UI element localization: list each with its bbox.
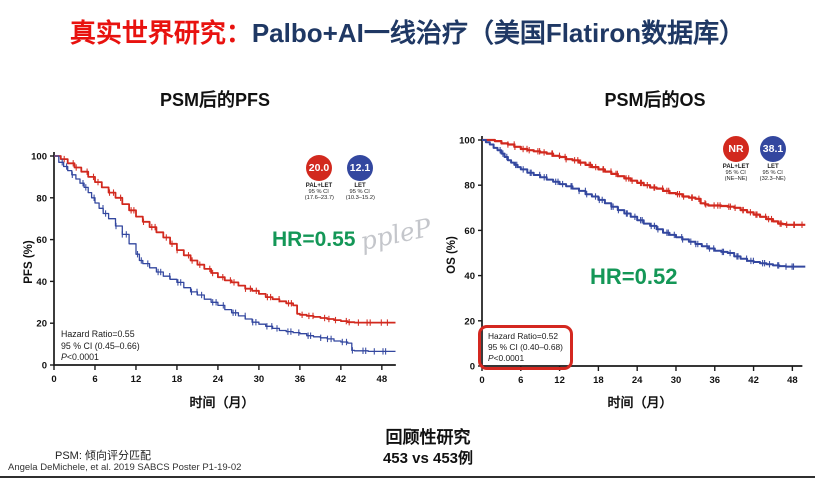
svg-text:40: 40 — [36, 277, 47, 288]
svg-text:30: 30 — [671, 375, 682, 386]
svg-text:24: 24 — [213, 374, 224, 385]
os-legend-let: 38.1 LET 95 % CI (32.3–NE) — [752, 136, 794, 182]
svg-text:30: 30 — [254, 374, 265, 385]
os-hazard-pvalue: P<0.0001 — [488, 353, 525, 363]
os-legend-let-ci: (32.3–NE) — [759, 176, 786, 182]
pfs-chart-title: PSM后的PFS — [159, 90, 270, 110]
pfs-y-axis-label: PFS (%) — [23, 240, 35, 284]
os-chart-title: PSM后的OS — [604, 90, 706, 110]
pfs-legend-pal-let: 20.0 PAL+LET 95 % CI (17.6–23.7) — [298, 155, 340, 201]
pfs-median-badge-pal-let: 20.0 — [306, 155, 332, 181]
svg-text:6: 6 — [518, 375, 523, 386]
svg-text:36: 36 — [709, 375, 720, 386]
svg-text:60: 60 — [464, 226, 475, 237]
os-legend-pal-let: NR PAL+LET 95 % CI (NE–NE) — [715, 136, 757, 182]
sample-size-label: 453 vs 453例 — [382, 450, 474, 467]
svg-text:42: 42 — [748, 375, 759, 386]
citation: Angela DeMichele, et al. 2019 SABCS Post… — [8, 462, 242, 473]
os-legend-let-name: LET — [767, 164, 779, 170]
os-hr-annotation: HR=0.52 — [590, 264, 678, 289]
os-legend-pal-let-ci: (NE–NE) — [724, 176, 748, 182]
svg-text:0: 0 — [51, 374, 56, 385]
pfs-legend-let-ci: (10.3–15.2) — [345, 195, 375, 201]
os-y-axis-label: OS (%) — [446, 236, 458, 274]
page-title: 真实世界研究：Palbo+AI一线治疗（美国Flatiron数据库） — [0, 13, 815, 50]
pfs-legend-pal-let-ci-label: 95 % CI — [308, 189, 330, 195]
pfs-legend-let: 12.1 LET 95 % CI (10.3–15.2) — [339, 155, 381, 201]
os-median-badge-let: 38.1 — [760, 136, 786, 162]
svg-text:12: 12 — [131, 374, 142, 385]
pfs-hazard-line1: Hazard Ratio=0.55 — [61, 329, 135, 339]
svg-text:48: 48 — [377, 374, 388, 385]
svg-text:0: 0 — [470, 362, 475, 373]
pfs-km-plot: 0 20 40 60 80 100 0 6 12 18 24 30 36 42 48 — [31, 152, 396, 385]
svg-text:100: 100 — [31, 152, 47, 163]
pfs-legend-pal-let-ci: (17.6–23.7) — [304, 195, 334, 201]
pfs-hazard-line2: 95 % CI (0.45–0.66) — [61, 340, 140, 351]
svg-text:100: 100 — [459, 136, 475, 147]
os-hazard-ratio-box: Hazard Ratio=0.52 95 % CI (0.40–0.68) P<… — [478, 325, 573, 370]
os-hazard-line2: 95 % CI (0.40–0.68) — [488, 342, 563, 352]
svg-text:80: 80 — [36, 193, 47, 204]
psm-footnote: PSM: 倾向评分匹配 — [55, 450, 151, 462]
pfs-hr-annotation: HR=0.55 — [272, 228, 356, 251]
pfs-legend-let-name: LET — [354, 183, 366, 189]
svg-text:18: 18 — [593, 375, 604, 386]
page-title-main: Palbo+AI一线治疗（美国Flatiron数据库） — [251, 18, 746, 48]
svg-text:48: 48 — [787, 375, 798, 386]
os-hazard-line1: Hazard Ratio=0.52 — [488, 331, 559, 341]
svg-text:60: 60 — [36, 235, 47, 246]
pfs-hazard-pvalue: P<0.0001 — [61, 352, 99, 362]
svg-text:36: 36 — [295, 374, 306, 385]
bottom-divider — [0, 476, 815, 478]
svg-text:0: 0 — [479, 375, 484, 386]
study-type-label: 回顾性研究 — [385, 428, 471, 447]
page-title-emphasis: 真实世界研究： — [69, 18, 252, 48]
svg-text:18: 18 — [172, 374, 183, 385]
svg-text:12: 12 — [554, 375, 565, 386]
svg-text:80: 80 — [464, 181, 475, 192]
pfs-hazard-ratio-box: Hazard Ratio=0.55 95 % CI (0.45–0.66) P<… — [61, 329, 140, 364]
svg-text:20: 20 — [36, 319, 47, 330]
pfs-legend-let-ci-label: 95 % CI — [349, 189, 371, 195]
svg-text:42: 42 — [336, 374, 347, 385]
os-legend-pal-let-name: PAL+LET — [722, 164, 750, 170]
svg-text:6: 6 — [92, 374, 97, 385]
os-legend-pal-let-ci-label: 95 % CI — [725, 170, 747, 176]
pfs-legend-pal-let-name: PAL+LET — [305, 183, 333, 189]
svg-text:0: 0 — [42, 361, 47, 372]
pfs-x-axis-label: 时间（月） — [189, 395, 255, 410]
os-median-badge-pal-let: NR — [723, 136, 749, 162]
pfs-median-badge-let: 12.1 — [347, 155, 373, 181]
svg-text:24: 24 — [632, 375, 643, 386]
svg-text:20: 20 — [464, 316, 475, 327]
os-legend-let-ci-label: 95 % CI — [762, 170, 784, 176]
os-x-axis-label: 时间（月） — [607, 395, 673, 410]
svg-text:40: 40 — [464, 271, 475, 282]
